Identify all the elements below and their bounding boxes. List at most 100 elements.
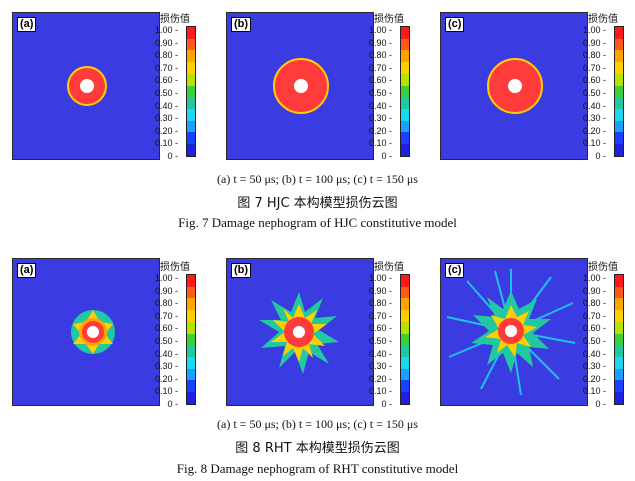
legend-tick-label: 0.40 - — [368, 100, 392, 111]
legend-tick-label: 0.30 - — [368, 361, 392, 372]
color-bar-segment — [187, 275, 195, 287]
legend-tick-label: 0 - — [595, 151, 606, 161]
legend-tick-label: 0.10 - — [582, 138, 606, 149]
legend-tick-label: 0.70 - — [582, 62, 606, 73]
legend-title: 损伤值 — [588, 14, 618, 25]
color-bar-segment — [615, 392, 623, 404]
color-bar — [186, 274, 196, 405]
color-bar-segment — [187, 368, 195, 381]
color-bar-segment — [615, 298, 623, 311]
color-bar-segment — [187, 62, 195, 74]
legend-tick-label: 0.80 - — [368, 50, 392, 61]
legend-tick-label: 0.80 - — [368, 298, 392, 309]
color-bar-segment — [187, 357, 195, 369]
color-bar-segment — [187, 73, 195, 86]
color-bar-segment — [187, 50, 195, 63]
color-bar-segment — [401, 62, 409, 74]
fig7-legend-c: 损伤值 1.00 - 0.90 - 0.80 -0.70 - 0.60 - 0.50 -… — [583, 10, 635, 170]
fig7-panel-a: (a) — [12, 12, 160, 160]
color-bar-segment — [615, 144, 623, 156]
color-bar-segment — [187, 132, 195, 145]
color-bar-segment — [187, 27, 195, 39]
color-bar-segment — [401, 50, 409, 63]
fig7-panel-c: (c) — [440, 12, 588, 160]
legend-tick-label: 0.30 - — [154, 113, 178, 124]
legend-tick-label: 0.20 - — [582, 373, 606, 384]
fig8-damage-map-a — [71, 310, 115, 354]
color-bar-segment — [401, 333, 409, 346]
fig8-panel-c: (c) — [440, 258, 588, 406]
fig8-panel-a: (a) — [12, 258, 160, 406]
legend-tick-label: 1.00 - — [368, 25, 392, 35]
legend-tick-label: 0.40 - — [582, 348, 606, 359]
legend-title: 损伤值 — [588, 262, 618, 273]
legend-tick-label: 1.00 - — [154, 25, 178, 35]
color-bar-segment — [187, 109, 195, 121]
color-bar — [400, 26, 410, 157]
color-bar — [614, 274, 624, 405]
fig7-panel-label-c: (c) — [445, 17, 465, 32]
legend-tick-label: 0.30 - — [368, 113, 392, 124]
fig7-subcaption: (a) t = 50 μs; (b) t = 100 μs; (c) t = 1… — [217, 172, 418, 186]
legend-tick-label: 0 - — [381, 399, 392, 409]
legend-tick-label: 0.80 - — [582, 298, 606, 309]
color-bar-segment — [615, 380, 623, 393]
legend-tick-label: 0.80 - — [582, 50, 606, 61]
fig7-caption-en: Fig. 7 Damage nephogram of HJC constitut… — [178, 215, 457, 230]
color-bar-segment — [187, 310, 195, 322]
legend-tick-label: 0.50 - — [154, 88, 178, 98]
legend-tick-label: 0.60 - — [154, 323, 178, 334]
legend-tick-label: 0.10 - — [154, 138, 178, 149]
legend-tick-label: 0.10 - — [368, 138, 392, 149]
legend-tick-label: 0.40 - — [154, 348, 178, 359]
fig8-panel-b: (b) — [226, 258, 374, 406]
color-bar-segment — [401, 298, 409, 311]
color-bar-segment — [615, 109, 623, 121]
color-bar-segment — [187, 345, 195, 358]
color-bar-segment — [615, 310, 623, 322]
legend-tick-label: 0.40 - — [368, 348, 392, 359]
legend-title: 损伤值 — [160, 14, 190, 25]
color-bar-segment — [615, 368, 623, 381]
fig7-panel-b: (b) — [226, 12, 374, 160]
color-bar-segment — [187, 97, 195, 110]
legend-tick-label: 0.60 - — [368, 75, 392, 86]
legend-tick-label: 0.50 - — [154, 336, 178, 346]
color-bar-segment — [187, 286, 195, 299]
color-bar-segment — [187, 298, 195, 311]
legend-tick-label: 0.90 - — [368, 37, 392, 48]
color-bar — [614, 26, 624, 157]
color-bar-segment — [401, 132, 409, 145]
color-bar-segment — [401, 368, 409, 381]
color-bar-segment — [615, 357, 623, 369]
fig8-legend-a: 损伤值 1.00 - 0.90 - 0.80 -0.70 - 0.60 - 0.50 -… — [155, 258, 216, 418]
color-bar — [186, 26, 196, 157]
legend-tick-label: 0.20 - — [154, 373, 178, 384]
fig8-legend-c: 损伤值 1.00 - 0.90 - 0.80 -0.70 - 0.60 - 0.50 -… — [583, 258, 635, 418]
legend-tick-label: 1.00 - — [582, 25, 606, 35]
color-bar-segment — [187, 144, 195, 156]
color-bar-segment — [615, 62, 623, 74]
legend-tick-label: 0.80 - — [154, 50, 178, 61]
color-bar-segment — [401, 144, 409, 156]
fig7-legend-b: 损伤值 1.00 - 0.90 - 0.80 -0.70 - 0.60 - 0.50 -… — [369, 10, 430, 170]
legend-tick-label: 0.10 - — [582, 386, 606, 397]
fig8-subcaption: (a) t = 50 μs; (b) t = 100 μs; (c) t = 1… — [217, 417, 418, 431]
color-bar-segment — [401, 310, 409, 322]
legend-tick-label: 0.50 - — [582, 336, 606, 346]
legend-tick-label: 0.50 - — [368, 88, 392, 98]
fig8-damage-map-b — [259, 292, 339, 374]
color-bar-segment — [187, 380, 195, 393]
color-bar-segment — [401, 380, 409, 393]
legend-title: 损伤值 — [160, 262, 190, 273]
fig7-legend-a: 损伤值 1.00 - 0.90 - 0.80 -0.70 - 0.60 - 0.50 -… — [155, 10, 216, 170]
color-bar-segment — [615, 321, 623, 334]
color-bar-segment — [401, 85, 409, 98]
fig7-panel-label-a: (a) — [17, 17, 37, 32]
color-bar-segment — [401, 321, 409, 334]
legend-tick-label: 0.20 - — [368, 373, 392, 384]
fig7-damage-map-c — [487, 58, 543, 114]
color-bar-segment — [401, 109, 409, 121]
color-bar-segment — [401, 97, 409, 110]
legend-tick-label: 0.50 - — [368, 336, 392, 346]
